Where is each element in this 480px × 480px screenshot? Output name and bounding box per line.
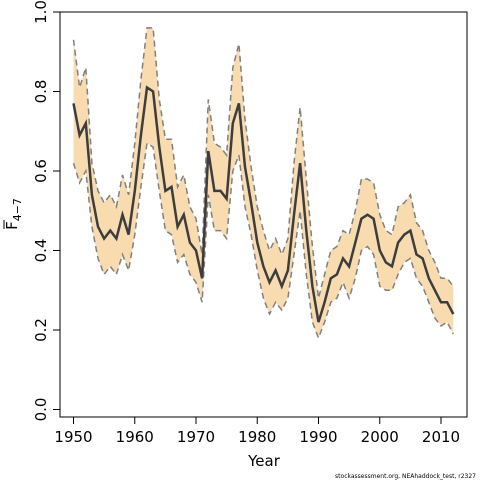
x-tick-label: 2000 — [361, 428, 399, 446]
y-tick-label: 0.0 — [32, 398, 50, 422]
estimate-line — [72, 85, 455, 323]
lower-bound-line — [72, 141, 454, 340]
y-tick-label: 0.2 — [32, 318, 50, 342]
footer-text: stockassessment.org, NEAhaddock_test, r2… — [335, 473, 476, 480]
x-tick-label: 1960 — [116, 428, 154, 446]
y-axis-title-main: F — [3, 221, 21, 230]
x-tick-label: 1990 — [299, 428, 337, 446]
x-axis-title: Year — [247, 452, 281, 470]
y-tick-label: 1.0 — [32, 0, 50, 24]
y-tick-label: 0.4 — [32, 239, 50, 263]
confidence-band — [73, 27, 454, 338]
y-axis-title-subscript: 4−7 — [11, 198, 24, 221]
y-tick-label: 0.8 — [32, 80, 50, 104]
y-tick-label: 0.6 — [32, 159, 50, 183]
x-axis: 1950 1960 1970 1980 1990 2000 2010 — [54, 417, 460, 446]
upper-bound-line — [72, 27, 454, 299]
y-axis-title: F4−7 — [3, 198, 24, 230]
plot-frame — [59, 11, 468, 418]
x-tick-label: 1950 — [54, 428, 92, 446]
svg-text:F4−7: F4−7 — [3, 198, 24, 230]
x-tick-label: 2010 — [422, 428, 460, 446]
y-axis: 0.0 0.2 0.4 0.6 0.8 1.0 — [32, 0, 60, 421]
x-tick-label: 1980 — [238, 428, 276, 446]
x-tick-label: 1970 — [177, 428, 215, 446]
